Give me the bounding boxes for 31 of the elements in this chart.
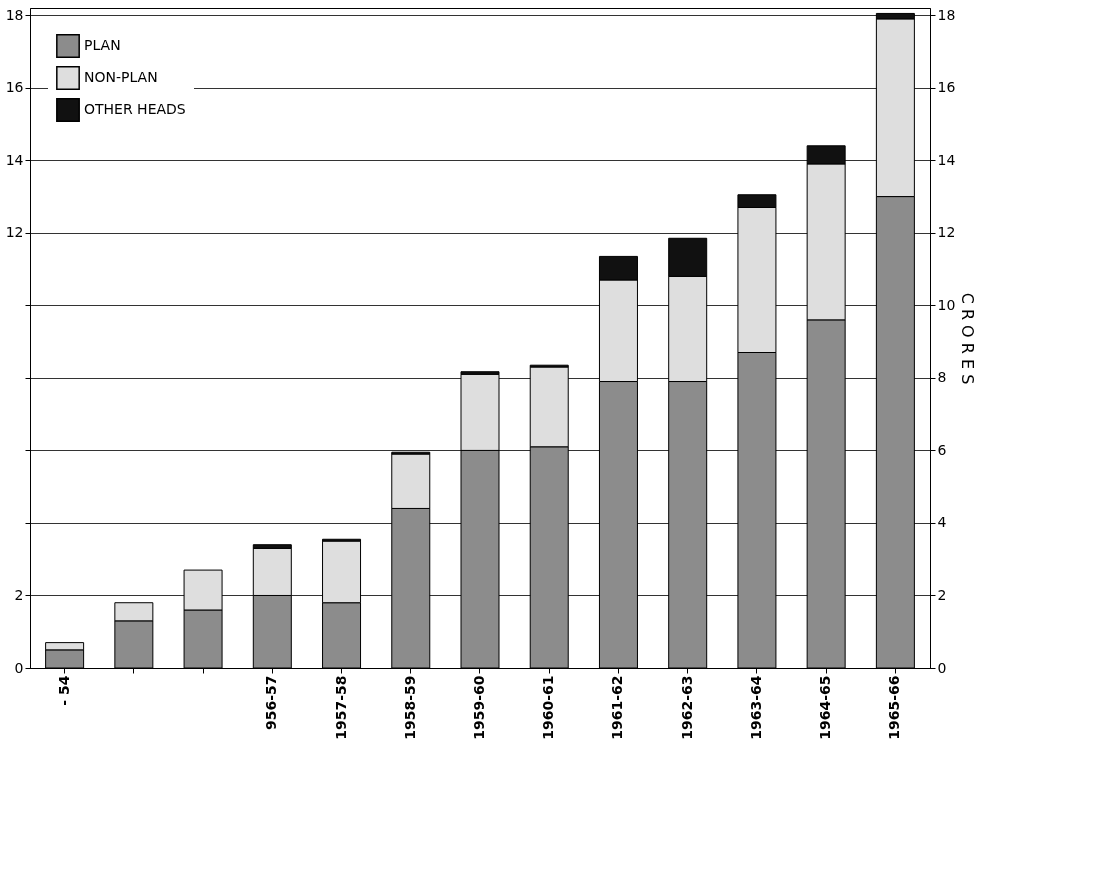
x-tick-label: 1961-62 <box>609 675 626 740</box>
y2-tick-label: 4 <box>937 514 947 531</box>
y2-tick-label: 10 <box>937 296 956 313</box>
x-tick-label: 956-57 <box>263 675 280 731</box>
x-tick-label: - 54 <box>55 675 72 706</box>
y-tick-label: 0 <box>14 659 24 676</box>
legend-label: NON-PLAN <box>84 69 158 85</box>
x-tick-label: 1963-64 <box>747 675 764 740</box>
y2-tick-label: 18 <box>937 6 956 23</box>
x-tick-label: 1964-65 <box>817 675 834 740</box>
y2-tick-label: 0 <box>937 659 947 676</box>
x-tick-label: 1957-58 <box>332 675 349 740</box>
y2-tick-label: 16 <box>937 79 956 96</box>
y2-axis-title: C R O R E S <box>958 292 978 385</box>
y2-tick-label: 8 <box>937 369 947 386</box>
y-tick-label: 12 <box>5 224 24 241</box>
y2-tick-label: 6 <box>937 441 947 458</box>
y-tick-label: 16 <box>5 79 24 96</box>
y2-tick-label: 14 <box>937 151 956 168</box>
y2-tick-label: 12 <box>937 224 956 241</box>
y-tick-label: 14 <box>5 151 24 168</box>
y2-tick-label: 2 <box>937 586 947 603</box>
x-tick-label: 1959-60 <box>471 675 487 740</box>
x-tick-label: 1962-63 <box>678 675 695 740</box>
x-tick-label: 1960-61 <box>540 675 557 740</box>
x-tick-label: 1958-59 <box>401 675 418 740</box>
legend-label: PLAN <box>84 37 121 53</box>
y-tick-label: 2 <box>14 586 24 603</box>
x-tick-label: 1965-66 <box>886 675 903 740</box>
y-tick-label: 18 <box>5 6 24 23</box>
legend-label: OTHER HEADS <box>84 101 186 117</box>
